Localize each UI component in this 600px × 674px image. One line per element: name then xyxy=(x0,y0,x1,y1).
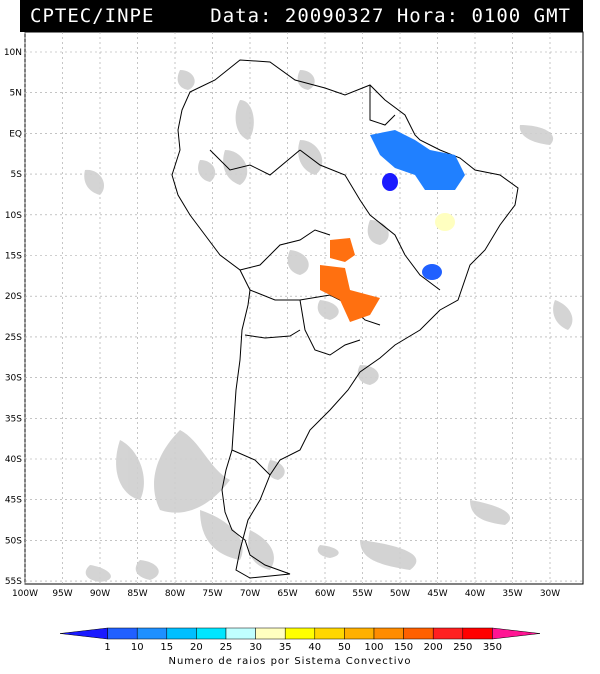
datetime-label: Data: 20090327 Hora: 0100 GMT xyxy=(210,5,571,27)
longitude-label: 70W xyxy=(240,589,260,599)
longitude-label: 50W xyxy=(390,589,410,599)
colorbar-tick: 30 xyxy=(249,642,262,653)
longitude-label: 90W xyxy=(90,589,110,599)
colorbar-segment xyxy=(107,627,138,640)
map-frame xyxy=(24,31,584,585)
latitude-label: 5N xyxy=(10,89,22,99)
longitude-label: 75W xyxy=(202,589,222,599)
longitude-label: 55W xyxy=(352,589,372,599)
colorbar-segment xyxy=(255,627,286,640)
longitude-label: 30W xyxy=(540,589,560,599)
colorbar-tick: 200 xyxy=(424,642,443,653)
colorbar-segment xyxy=(462,627,493,640)
colorbar-tick: 350 xyxy=(483,642,502,653)
colorbar-tick-labels: 1 10 15 20 25 30 35 40 50 100 150 200 250 350 xyxy=(104,642,502,653)
colorbar-tick: 10 xyxy=(131,642,144,653)
colorbar-tick: 150 xyxy=(394,642,413,653)
colorbar-tick: 40 xyxy=(308,642,321,653)
colorbar-segment xyxy=(314,627,345,640)
colorbar-tick: 25 xyxy=(220,642,233,653)
longitude-label: 60W xyxy=(315,589,335,599)
colorbar-tick: 35 xyxy=(279,642,292,653)
agency-label: CPTEC/INPE xyxy=(30,5,155,27)
latitude-label: 10N xyxy=(4,48,22,58)
colorbar-segment xyxy=(59,627,108,640)
longitude-label: 80W xyxy=(165,589,185,599)
colorbar-segment xyxy=(403,627,434,640)
header-bar: CPTEC/INPE Data: 20090327 Hora: 0100 GMT xyxy=(20,0,583,32)
colorbar-segment xyxy=(492,627,541,640)
latitude-label: 15S xyxy=(5,252,22,262)
colorbar-segment xyxy=(136,627,168,640)
latitude-label: 10S xyxy=(5,211,22,221)
colorbar-segment xyxy=(196,627,227,640)
latitude-labels: 10N 5N EQ 5S 10S 15S 20S 25S 30S 35S 40S 45S 50S 55S xyxy=(4,48,22,587)
latitude-label: 40S xyxy=(5,455,22,465)
colorbar-segment xyxy=(225,627,256,640)
longitude-label: 65W xyxy=(277,589,297,599)
colorbar-tick: 100 xyxy=(364,642,383,653)
latitude-label: 45S xyxy=(5,496,22,506)
latitude-label: 20S xyxy=(5,292,22,302)
latitude-label: EQ xyxy=(9,129,22,139)
latitude-label: 30S xyxy=(5,374,22,384)
longitude-labels: 100W 95W 90W 85W 80W 75W 70W 65W 60W 55W 50W 45W 40W… xyxy=(12,589,560,599)
colorbar-tick: 20 xyxy=(190,642,203,653)
colorbar-label: Numero de raios por Sistema Convectivo xyxy=(168,656,411,667)
longitude-label: 45W xyxy=(427,589,447,599)
latitude-label: 5S xyxy=(11,170,23,180)
colorbar-tick: 250 xyxy=(453,642,472,653)
latitude-label: 35S xyxy=(5,414,22,424)
cloud-cover xyxy=(84,70,573,582)
colorbar-tick: 50 xyxy=(338,642,351,653)
latitude-label: 25S xyxy=(5,333,22,343)
convective-systems xyxy=(320,130,465,322)
colorbar-segment xyxy=(432,627,464,640)
latitude-label: 55S xyxy=(5,577,22,587)
grid-lines xyxy=(24,32,583,584)
colorbar-tick: 1 xyxy=(104,642,110,653)
longitude-label: 95W xyxy=(52,589,72,599)
longitude-label: 35W xyxy=(502,589,522,599)
longitude-label: 85W xyxy=(127,589,147,599)
longitude-label: 40W xyxy=(465,589,485,599)
colorbar-segment xyxy=(284,627,316,640)
longitude-label: 100W xyxy=(12,589,38,599)
colorbar-segment xyxy=(344,627,375,640)
colorbar-segment xyxy=(166,627,197,640)
colorbar-tick: 15 xyxy=(160,642,173,653)
colorbar xyxy=(59,627,541,640)
colorbar-segment xyxy=(373,627,404,640)
latitude-label: 50S xyxy=(5,536,22,546)
